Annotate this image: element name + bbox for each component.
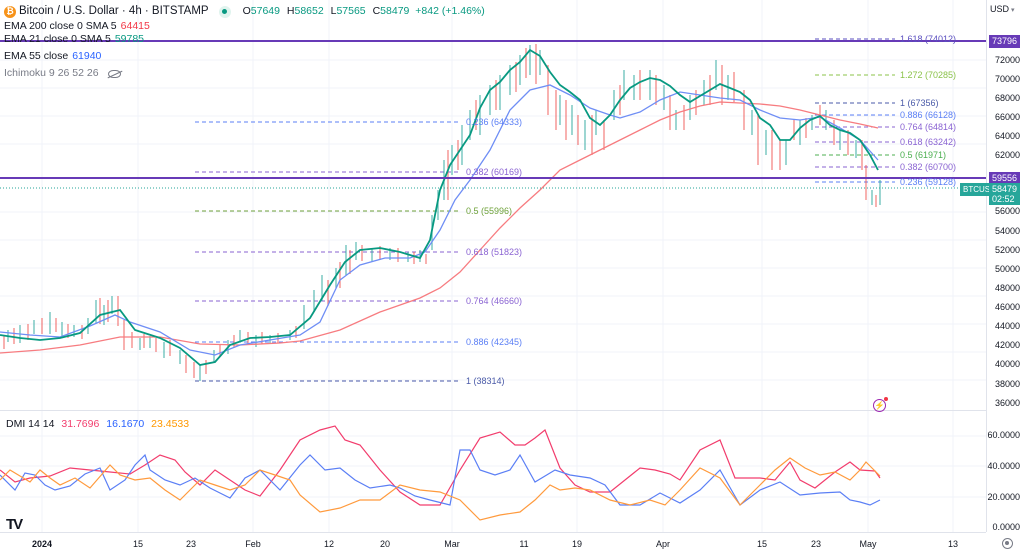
plus-di-line	[0, 449, 881, 506]
fib-label: 0.764 (64814)	[900, 122, 957, 132]
fib-label: 0.764 (46660)	[466, 296, 523, 306]
fib-extension-right	[815, 38, 895, 183]
settings-gear-icon[interactable]	[1002, 538, 1013, 549]
chart-legend: ₿ Bitcoin / U.S. Dollar · 4h · BITSTAMP …	[4, 4, 485, 80]
dmi-adx-value: 31.7696	[61, 418, 100, 430]
fib-label: 1.272 (70285)	[900, 70, 957, 80]
time-axis[interactable]: 2024 15 23 Feb 12 20 Mar 11 19 Apr 15 23…	[0, 532, 986, 555]
pane-separator[interactable]	[0, 410, 986, 411]
market-open-icon	[218, 5, 231, 18]
ema200-line	[0, 101, 879, 354]
fib-label: 0.618 (51823)	[466, 247, 523, 257]
grid-lines	[0, 0, 986, 532]
fib-label: 0.5 (55996)	[466, 206, 513, 216]
fib-label: 0.236 (64333)	[466, 117, 523, 127]
support-price-tag: 59556	[989, 172, 1021, 185]
hidden-eye-icon[interactable]	[107, 69, 121, 78]
fib-label: 0.886 (42345)	[466, 337, 523, 347]
fib-label: 0.618 (63242)	[900, 137, 957, 147]
dmi-pane	[0, 425, 881, 521]
fib-label: 1 (67356)	[900, 98, 939, 108]
fib-label: 0.5 (61971)	[900, 150, 947, 160]
indicator-ema200[interactable]: EMA 200 close 0 SMA 5 64415	[4, 20, 150, 33]
fib-label: 0.886 (66128)	[900, 110, 957, 120]
price-axis[interactable]: 72000 70000 68000 66000 64000 62000 5600…	[986, 0, 1024, 532]
indicator-ichimoku[interactable]: Ichimoku 9 26 52 26	[4, 67, 485, 80]
symbol-title[interactable]: Bitcoin / U.S. Dollar · 4h · BITSTAMP	[19, 4, 209, 17]
price-chart-canvas[interactable]	[0, 0, 986, 532]
fib-label: 1.618 (74012)	[900, 34, 957, 44]
ema21-line	[0, 48, 879, 366]
fib-label: 0.382 (60169)	[466, 167, 523, 177]
ema55-line	[0, 84, 879, 356]
bitcoin-logo-icon: ₿	[4, 5, 16, 18]
fib-label: 1 (38314)	[466, 376, 505, 386]
dmi-legend[interactable]: DMI 14 14 31.7696 16.1670 23.4533	[6, 418, 190, 430]
fib-label: 0.236 (59128)	[900, 177, 957, 187]
dmi-minus-di-value: 23.4533	[151, 418, 190, 430]
symbol-row: ₿ Bitcoin / U.S. Dollar · 4h · BITSTAMP …	[4, 4, 485, 19]
fib-label: 0.382 (60700)	[900, 162, 957, 172]
indicator-ema21[interactable]: EMA 21 close 0 SMA 5 59785	[4, 33, 145, 46]
alert-flash-icon[interactable]: ⚡	[873, 397, 888, 412]
ohlc-values: O57649 H58652 L57565 C58479 +842 (+1.46%…	[242, 5, 485, 18]
currency-selector[interactable]: USD	[990, 4, 1014, 14]
last-price-tag: 58479 02:52	[989, 183, 1021, 205]
dmi-plus-di-value: 16.1670	[106, 418, 145, 430]
minus-di-line	[0, 457, 881, 521]
indicator-ema55[interactable]: EMA 55 close 61940	[4, 50, 102, 63]
tradingview-logo-icon[interactable]: TV	[6, 516, 23, 533]
resistance-price-tag: 73796	[989, 35, 1021, 48]
adx-line	[0, 425, 881, 506]
